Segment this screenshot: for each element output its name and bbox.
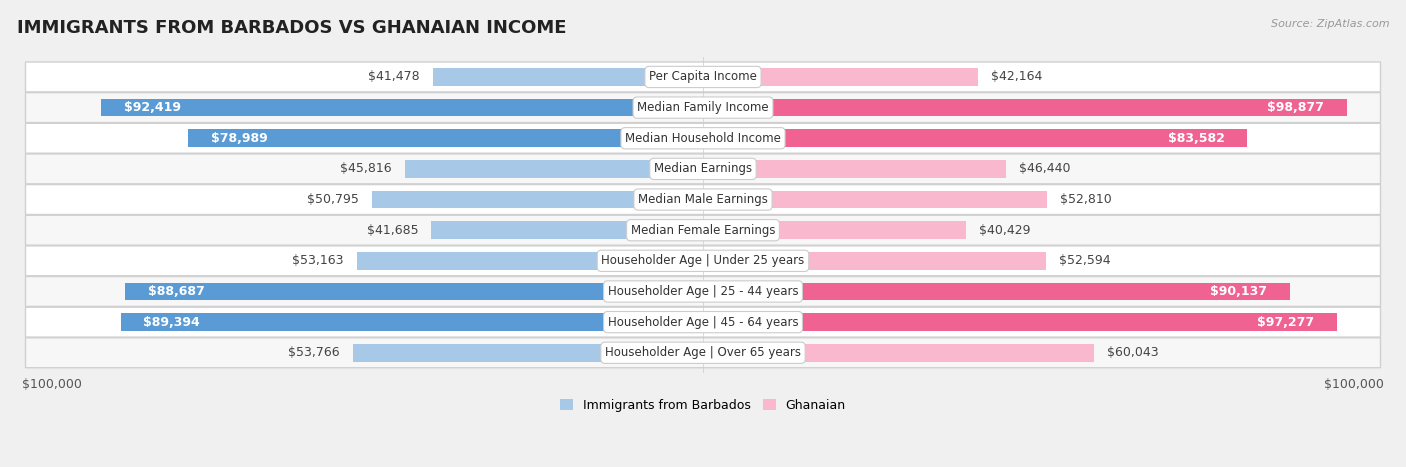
- Text: Median Family Income: Median Family Income: [637, 101, 769, 114]
- Bar: [703, 221, 966, 239]
- Text: $83,582: $83,582: [1168, 132, 1225, 145]
- Bar: [357, 252, 703, 270]
- Text: $78,989: $78,989: [211, 132, 269, 145]
- Bar: [703, 283, 1291, 300]
- Text: $40,429: $40,429: [980, 224, 1031, 237]
- Text: $88,687: $88,687: [148, 285, 205, 298]
- Bar: [121, 313, 703, 331]
- Text: Householder Age | 25 - 44 years: Householder Age | 25 - 44 years: [607, 285, 799, 298]
- FancyBboxPatch shape: [25, 92, 1381, 122]
- FancyBboxPatch shape: [25, 338, 1381, 368]
- Text: $46,440: $46,440: [1018, 163, 1070, 176]
- Text: Median Male Earnings: Median Male Earnings: [638, 193, 768, 206]
- Bar: [703, 129, 1247, 147]
- Text: $52,810: $52,810: [1060, 193, 1112, 206]
- Legend: Immigrants from Barbados, Ghanaian: Immigrants from Barbados, Ghanaian: [555, 394, 851, 417]
- Text: $98,877: $98,877: [1267, 101, 1324, 114]
- Bar: [703, 160, 1005, 178]
- Text: $52,594: $52,594: [1059, 255, 1111, 267]
- Text: IMMIGRANTS FROM BARBADOS VS GHANAIAN INCOME: IMMIGRANTS FROM BARBADOS VS GHANAIAN INC…: [17, 19, 567, 37]
- Text: Householder Age | Over 65 years: Householder Age | Over 65 years: [605, 346, 801, 359]
- FancyBboxPatch shape: [25, 276, 1381, 306]
- FancyBboxPatch shape: [25, 215, 1381, 245]
- Text: Per Capita Income: Per Capita Income: [650, 71, 756, 84]
- Text: $50,795: $50,795: [307, 193, 359, 206]
- Bar: [703, 252, 1046, 270]
- Text: Median Female Earnings: Median Female Earnings: [631, 224, 775, 237]
- FancyBboxPatch shape: [25, 246, 1381, 276]
- Text: Source: ZipAtlas.com: Source: ZipAtlas.com: [1271, 19, 1389, 28]
- Text: $97,277: $97,277: [1257, 316, 1313, 329]
- Text: Median Earnings: Median Earnings: [654, 163, 752, 176]
- Bar: [433, 68, 703, 86]
- Text: $41,685: $41,685: [367, 224, 419, 237]
- Bar: [101, 99, 703, 116]
- Text: $42,164: $42,164: [991, 71, 1042, 84]
- Bar: [703, 191, 1047, 208]
- Bar: [125, 283, 703, 300]
- FancyBboxPatch shape: [25, 184, 1381, 214]
- Text: $90,137: $90,137: [1211, 285, 1267, 298]
- FancyBboxPatch shape: [25, 307, 1381, 337]
- Text: Median Household Income: Median Household Income: [626, 132, 780, 145]
- Bar: [703, 344, 1094, 361]
- Text: $89,394: $89,394: [143, 316, 200, 329]
- Text: $92,419: $92,419: [124, 101, 181, 114]
- Bar: [703, 99, 1347, 116]
- FancyBboxPatch shape: [25, 154, 1381, 184]
- Bar: [703, 68, 977, 86]
- Bar: [405, 160, 703, 178]
- Bar: [432, 221, 703, 239]
- Text: Householder Age | Under 25 years: Householder Age | Under 25 years: [602, 255, 804, 267]
- Text: $45,816: $45,816: [340, 163, 391, 176]
- FancyBboxPatch shape: [25, 62, 1381, 92]
- Text: $53,163: $53,163: [292, 255, 343, 267]
- Text: Householder Age | 45 - 64 years: Householder Age | 45 - 64 years: [607, 316, 799, 329]
- Bar: [373, 191, 703, 208]
- Bar: [353, 344, 703, 361]
- Bar: [703, 313, 1337, 331]
- Text: $53,766: $53,766: [288, 346, 340, 359]
- Bar: [188, 129, 703, 147]
- FancyBboxPatch shape: [25, 123, 1381, 153]
- Text: $41,478: $41,478: [368, 71, 420, 84]
- Text: $60,043: $60,043: [1107, 346, 1159, 359]
